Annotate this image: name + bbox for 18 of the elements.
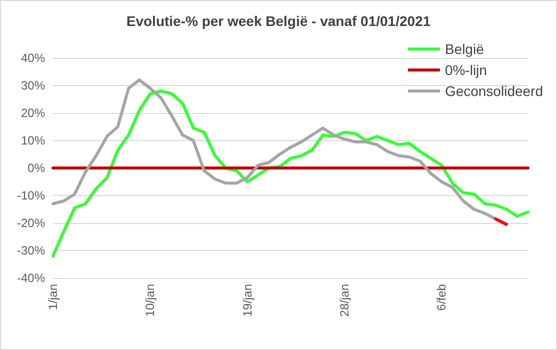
y-tick-label: 10% (20, 134, 46, 148)
x-tick-label: 28/jan (337, 284, 352, 317)
x-tick-label: 10/jan (143, 284, 158, 317)
legend-label: België (444, 41, 484, 57)
x-tick-label: 1/jan (46, 284, 60, 310)
x-tick-label: 19/jan (240, 284, 254, 317)
y-tick-label: 30% (20, 78, 46, 92)
y-tick-label: 0% (28, 161, 46, 175)
y-tick-label: -10% (16, 188, 46, 202)
y-tick-label: -30% (16, 244, 46, 258)
y-tick-label: 40% (20, 51, 46, 65)
legend-label: Geconsolideerd (444, 83, 543, 99)
x-tick-label: 6/feb (434, 284, 449, 311)
y-tick-label: 20% (20, 106, 46, 120)
y-tick-label: -40% (16, 271, 46, 285)
chart-title: Evolutie-% per week België - vanaf 01/01/2021 (126, 13, 431, 29)
y-tick-label: -20% (16, 216, 46, 230)
legend-label: 0%-lijn (444, 62, 487, 78)
